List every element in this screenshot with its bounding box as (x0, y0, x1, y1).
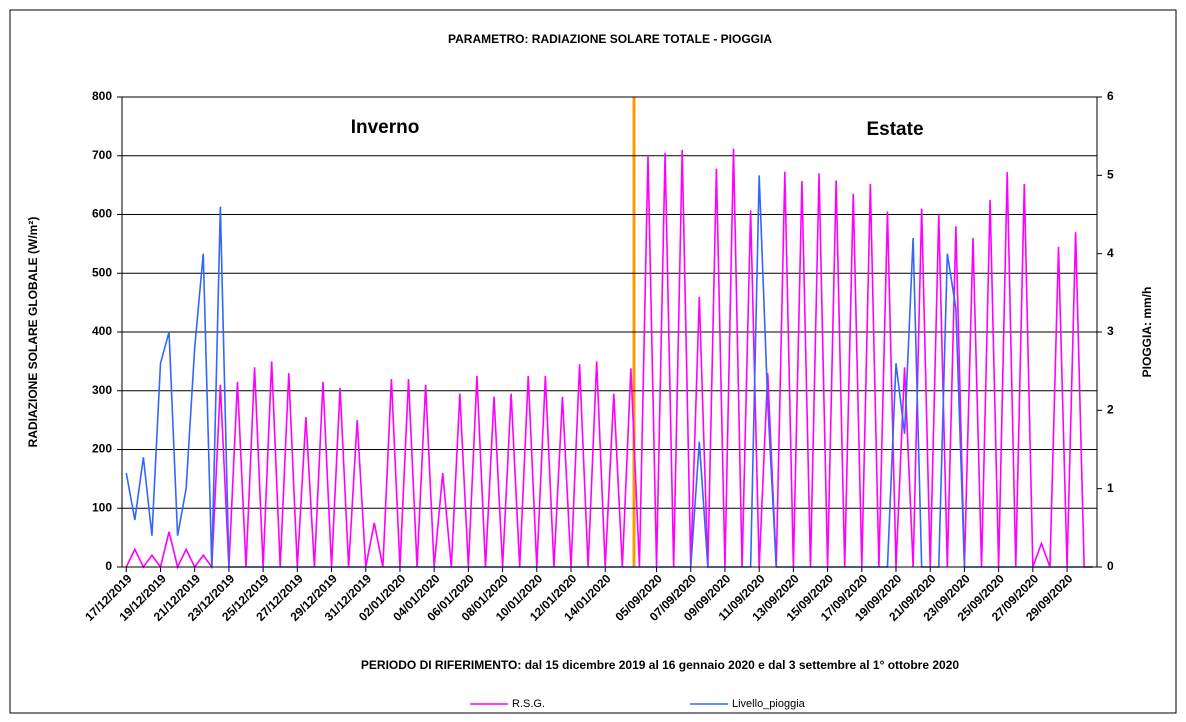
y2-tick-label: 4 (1107, 246, 1114, 260)
y2-tick-label: 3 (1107, 324, 1114, 338)
y-tick-label: 100 (92, 500, 112, 514)
annotation: Estate (866, 119, 923, 140)
y2-tick-label: 5 (1107, 168, 1114, 182)
y2-tick-label: 2 (1107, 403, 1114, 417)
y2-tick-label: 6 (1107, 89, 1114, 103)
y-tick-label: 200 (92, 442, 112, 456)
y-tick-label: 500 (92, 265, 112, 279)
y-tick-label: 300 (92, 383, 112, 397)
y-tick-label: 700 (92, 148, 112, 162)
y-tick-label: 600 (92, 207, 112, 221)
legend-label: Livello_pioggia (732, 698, 806, 710)
y2-tick-label: 0 (1107, 559, 1114, 573)
y2-axis-label: PIOGGIA: mm/h (1140, 287, 1154, 378)
y-tick-label: 0 (105, 559, 112, 573)
chart-title: PARAMETRO: RADIAZIONE SOLARE TOTALE - PI… (448, 32, 772, 46)
y-tick-label: 800 (92, 89, 112, 103)
x-axis-label: PERIODO DI RIFERIMENTO: dal 15 dicembre … (361, 658, 959, 672)
series-line (125, 148, 1093, 570)
y2-tick-label: 1 (1107, 481, 1114, 495)
chart-frame (9, 9, 1177, 714)
y-axis-label: RADIAZIONE SOLARE GLOBALE (W/m²) (26, 217, 40, 448)
y-tick-label: 400 (92, 324, 112, 338)
annotation: Inverno (351, 117, 420, 138)
legend-label: R.S.G. (512, 698, 545, 710)
